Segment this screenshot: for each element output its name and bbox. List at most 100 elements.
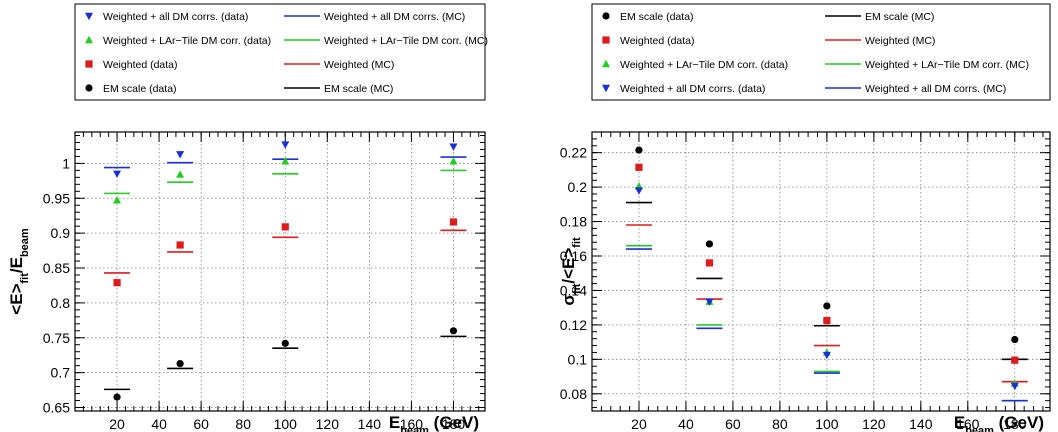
y-tick-label: 0.12 — [560, 317, 587, 333]
x-axis-label: Ebeam (GeV) — [954, 413, 1044, 432]
legend-entry: EM scale (data) — [602, 11, 694, 23]
legend-label: Weighted + all DM corrs. (MC) — [324, 11, 465, 23]
data-point — [176, 359, 184, 368]
x-tick-label: 120 — [862, 416, 886, 432]
legend-label: Weighted + LAr−Tile DM corr. (data) — [620, 59, 788, 71]
legend-box — [591, 3, 1051, 101]
data-point — [281, 339, 289, 347]
data-point — [635, 146, 643, 154]
plot-frame — [591, 131, 1051, 412]
legend-entry: Weighted + LAr−Tile DM corr. (MC) — [825, 59, 1029, 71]
legend-entry: Weighted (MC) — [284, 59, 394, 71]
data-point — [176, 151, 185, 159]
data-point — [113, 196, 122, 204]
x-tick-label: 140 — [909, 416, 933, 432]
legend-marker — [85, 35, 93, 44]
major-ticks: 20 40 60 80 100 120 140 160 180 0.65 0.7 0.75 0.8 0.8… — [43, 132, 485, 432]
legend-marker — [85, 60, 93, 68]
grid — [75, 132, 485, 411]
y-tick-label: 0.14 — [560, 282, 587, 298]
y-tick-label: 0.75 — [43, 330, 70, 346]
legend-entry: Weighted + all DM corrs. (MC) — [284, 11, 465, 23]
data-point — [281, 157, 290, 165]
legend-entry: Weighted + all DM corrs. (data) — [85, 11, 248, 23]
legend-entry: Weighted (data) — [85, 59, 178, 71]
y-tick-label: 0.08 — [560, 386, 587, 402]
legend-entry: EM scale (MC) — [284, 83, 393, 95]
data-point — [1011, 335, 1019, 344]
x-tick-label: 120 — [316, 416, 340, 432]
panel-resolution: EM scale (data) EM scale (MC) Weighted (da… — [559, 3, 1051, 432]
legend-label: Weighted + LAr−Tile DM corr. (MC) — [324, 35, 488, 47]
data-point — [176, 170, 185, 178]
data-point — [449, 143, 458, 151]
legend-marker — [602, 12, 610, 20]
grid — [592, 132, 1050, 411]
data-point — [634, 187, 643, 195]
y-tick-label: 0.9 — [51, 225, 71, 241]
data-point — [635, 163, 643, 171]
legend-label: Weighted (MC) — [865, 35, 935, 47]
data-point — [449, 218, 458, 226]
legend-box — [74, 3, 486, 101]
x-tick-label: 80 — [772, 416, 788, 432]
x-tick-label: 160 — [400, 416, 424, 432]
panel-response: Weighted + all DM corrs. (data) Weighted … — [7, 3, 488, 432]
plot-frame — [74, 131, 486, 412]
data-point — [176, 241, 184, 249]
x-axis-label: Ebeam (GeV) — [389, 413, 479, 432]
x-tick-label: 180 — [1003, 416, 1027, 432]
legend-marker — [85, 12, 93, 21]
x-tick-label: 40 — [678, 416, 694, 432]
y-tick-label: 0.8 — [51, 295, 71, 311]
legend-label: EM scale (data) — [103, 83, 177, 95]
legend: Weighted + all DM corrs. (data) Weighted … — [74, 3, 488, 101]
legend-label: Weighted + LAr−Tile DM corr. (MC) — [865, 59, 1029, 71]
data-point — [449, 157, 458, 165]
legend-marker — [602, 59, 610, 68]
x-tick-label: 40 — [151, 416, 167, 432]
legend-label: Weighted + all DM corrs. (data) — [103, 11, 248, 23]
x-tick-label: 100 — [274, 416, 298, 432]
data-point — [822, 351, 831, 360]
legend-label: Weighted + LAr−Tile DM corr. (data) — [103, 35, 271, 47]
y-tick-label: 1 — [62, 155, 70, 171]
legend-entry: Weighted (MC) — [825, 35, 935, 47]
legend-label: Weighted + all DM corrs. (data) — [620, 83, 765, 95]
data-point — [705, 240, 714, 248]
data-point — [705, 259, 714, 267]
legend-marker — [602, 84, 610, 93]
y-tick-label: 0.95 — [43, 190, 70, 206]
major-ticks: 20 40 60 80 100 120 140 160 180 0.08 0.1 0.12 0.14 0.… — [560, 132, 1050, 432]
legend-entry: Weighted + LAr−Tile DM corr. (data) — [602, 59, 788, 71]
x-tick-label: 20 — [631, 416, 647, 432]
x-tick-label: 60 — [193, 416, 209, 432]
data-point — [823, 302, 831, 310]
x-tick-label: 100 — [815, 416, 839, 432]
legend-entry: EM scale (MC) — [825, 11, 934, 23]
data-point — [823, 316, 831, 325]
legend-label: EM scale (MC) — [324, 83, 393, 95]
data-point — [1010, 382, 1019, 391]
series — [625, 146, 1028, 402]
y-axis-label: <E>fit/Ebeam — [7, 228, 31, 315]
data-point — [113, 170, 122, 179]
y-tick-label: 0.85 — [43, 260, 70, 276]
legend-entry: Weighted + LAr−Tile DM corr. (MC) — [284, 35, 488, 47]
x-tick-label: 20 — [109, 416, 125, 432]
y-tick-label: 0.18 — [560, 214, 587, 230]
x-tick-label: 80 — [235, 416, 251, 432]
legend-entry: Weighted + all DM corrs. (data) — [602, 83, 765, 95]
data-point — [113, 279, 121, 287]
data-point — [281, 223, 289, 231]
y-tick-label: 0.7 — [51, 365, 71, 381]
legend-entry: Weighted (data) — [602, 35, 695, 47]
legend-entry: Weighted + LAr−Tile DM corr. (data) — [85, 35, 271, 47]
y-tick-label: 0.1 — [568, 351, 588, 367]
legend-entry: Weighted + all DM corrs. (MC) — [825, 83, 1006, 95]
legend-label: Weighted (data) — [103, 59, 178, 71]
legend: EM scale (data) EM scale (MC) Weighted (da… — [591, 3, 1051, 101]
legend-entry: EM scale (data) — [85, 83, 177, 95]
x-tick-label: 140 — [358, 416, 382, 432]
